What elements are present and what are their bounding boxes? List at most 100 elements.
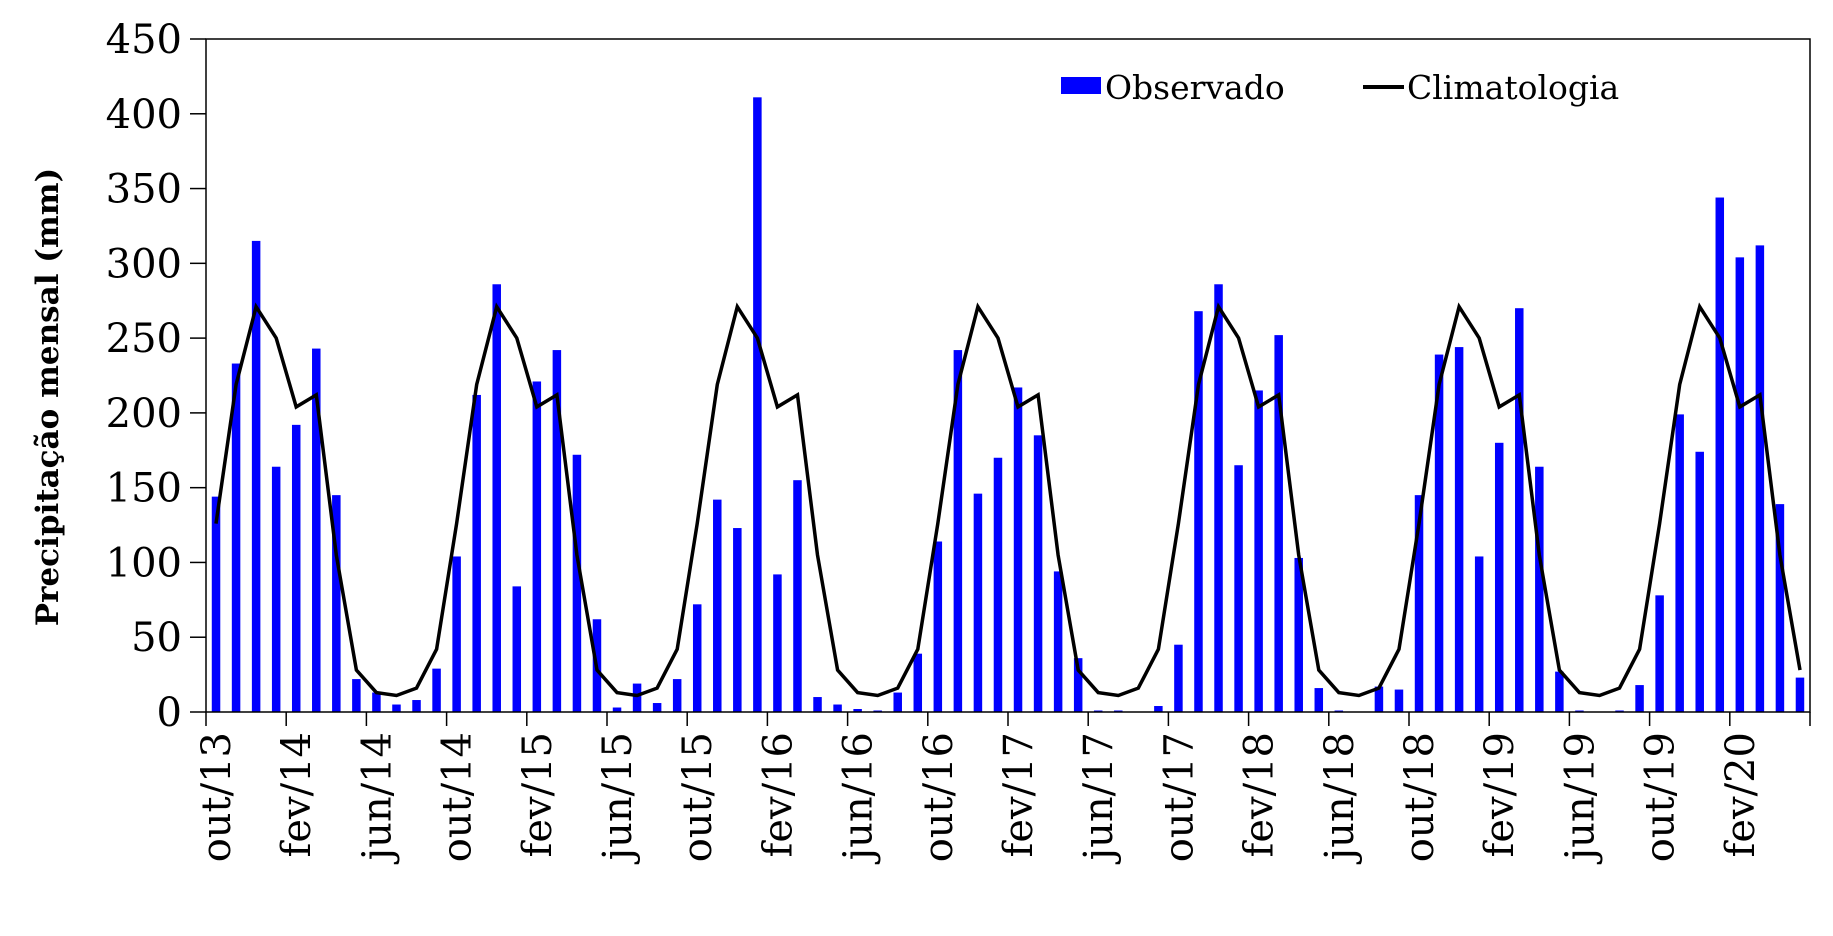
bar-dez/14	[492, 284, 501, 712]
bar-dez/18	[1454, 347, 1464, 712]
bar-jan/20	[1715, 197, 1725, 713]
x-tick-label: jun/17	[1076, 732, 1122, 864]
bar-out/16	[933, 541, 943, 712]
bar-fev/18	[1254, 390, 1263, 712]
x-tick-label: jun/18	[1317, 732, 1363, 864]
bar-jun/14	[372, 692, 381, 712]
y-tick-label: 250	[106, 316, 182, 362]
bar-set/15	[672, 679, 682, 712]
bar-abr/17	[1053, 571, 1063, 712]
x-tick-label: out/16	[916, 732, 962, 862]
x-tick-label: fev/19	[1477, 732, 1523, 857]
bar-nov/15	[713, 499, 722, 712]
bar-nov/13	[231, 363, 241, 712]
bar-mar/20	[1755, 245, 1765, 713]
bar-nov/16	[953, 350, 963, 712]
bar-mar/19	[1515, 308, 1524, 712]
bar-jan/18	[1234, 465, 1243, 712]
y-tick-label: 350	[106, 167, 182, 213]
bar-set/18	[1394, 689, 1404, 712]
bar-out/15	[692, 604, 702, 712]
x-tick-label: fev/18	[1237, 732, 1283, 857]
x-tick-label: fev/20	[1718, 732, 1764, 857]
bar-dez/16	[973, 493, 983, 712]
bar-mar/14	[312, 348, 321, 712]
y-tick-label: 100	[106, 540, 182, 586]
x-tick-label: out/14	[435, 732, 481, 862]
x-tick-label: jun/14	[354, 732, 400, 864]
bar-jan/14	[271, 466, 281, 712]
legend-swatch-observado	[1061, 77, 1101, 94]
y-tick-label: 400	[106, 92, 182, 138]
x-tick-label: fev/17	[996, 732, 1042, 857]
bar-dez/15	[733, 528, 742, 712]
x-axis: out/13 fev/14 jun/14 out/14 fev/15 jun/15 out/…	[194, 712, 1811, 864]
x-tick-label: jun/16	[836, 732, 882, 864]
bar-jul/14	[392, 704, 401, 712]
bar-set/16	[913, 653, 923, 712]
bar-mar/18	[1274, 335, 1283, 712]
x-tick-label: fev/15	[515, 732, 561, 857]
bar-abr/18	[1294, 557, 1303, 712]
bar-mar/17	[1033, 435, 1043, 712]
legend-label-climatologia: Climatologia	[1407, 68, 1619, 107]
bar-mai/16	[833, 704, 842, 712]
bar-jan/19	[1474, 556, 1484, 712]
bar-abr/15	[572, 454, 582, 712]
x-tick-label: out/17	[1156, 732, 1202, 862]
bar-out/18	[1414, 495, 1424, 712]
x-tick-label: out/15	[675, 732, 721, 862]
bar-dez/17	[1214, 284, 1223, 712]
x-tick-label: fev/16	[755, 732, 801, 857]
y-tick-label: 450	[106, 17, 182, 63]
bar-series-observado	[211, 97, 1805, 713]
y-tick-label: 300	[106, 241, 182, 287]
bar-mai/20	[1795, 677, 1805, 712]
bar-ago/16	[893, 692, 902, 712]
bar-mar/15	[552, 350, 562, 712]
bar-nov/19	[1675, 414, 1684, 712]
bar-jan/17	[993, 457, 1003, 712]
bar-mai/19	[1555, 671, 1564, 712]
legend: Observado Climatologia	[1061, 68, 1619, 107]
bar-nov/17	[1194, 311, 1203, 712]
line-series-climatologia	[214, 302, 1802, 698]
x-tick-label: jun/19	[1557, 732, 1603, 864]
bar-jun/16	[853, 709, 862, 712]
bar-abr/19	[1535, 466, 1544, 712]
bar-out/17	[1174, 644, 1183, 712]
bar-abr/20	[1775, 504, 1785, 712]
bar-ago/18	[1374, 686, 1384, 712]
bar-jul/15	[632, 683, 642, 712]
bar-mai/17	[1073, 658, 1083, 712]
bar-fev/16	[773, 574, 782, 712]
y-axis-label: Precipitação mensal (mm)	[30, 168, 66, 626]
bar-set/14	[432, 668, 441, 712]
bar-dez/19	[1695, 451, 1704, 712]
bar-mai/14	[352, 679, 361, 712]
bar-abr/14	[332, 495, 341, 712]
bar-jun/15	[612, 707, 622, 712]
bar-mar/16	[793, 480, 802, 712]
bar-fev/14	[291, 424, 301, 712]
bar-jan/16	[753, 97, 762, 713]
bar-nov/14	[472, 394, 481, 712]
bar-abr/16	[813, 697, 822, 712]
bar-nov/18	[1434, 354, 1444, 712]
y-tick-label: 150	[106, 466, 182, 512]
bar-ago/14	[412, 700, 421, 712]
bar-fev/15	[532, 381, 542, 712]
bar-out/19	[1655, 595, 1664, 712]
x-tick-label: out/18	[1397, 732, 1443, 862]
bar-dez/13	[251, 240, 261, 712]
bar-set/17	[1154, 706, 1163, 712]
x-tick-label: out/13	[194, 732, 240, 862]
x-tick-label: jun/15	[595, 732, 641, 864]
bar-out/13	[211, 496, 221, 712]
y-axis: 0 50 100 150 200 250 300 350 400 450	[106, 17, 206, 736]
bar-jan/15	[512, 586, 522, 712]
bar-out/14	[452, 556, 461, 712]
y-tick-label: 200	[106, 391, 182, 437]
bar-set/19	[1635, 685, 1644, 712]
